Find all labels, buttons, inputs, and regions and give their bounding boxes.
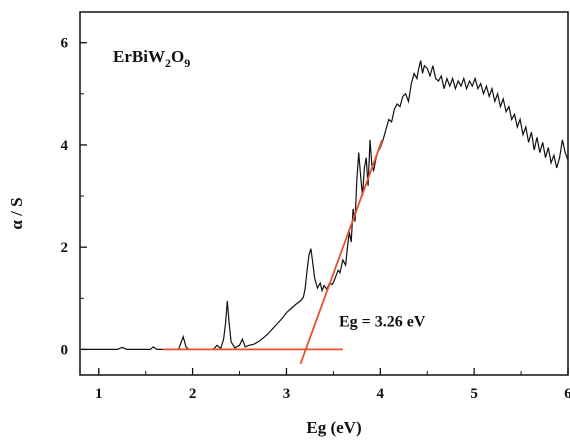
title-sub-2: 9 [184,56,190,70]
title-sub-1: 2 [165,56,171,70]
x-tick-label: 6 [564,386,570,402]
tangent-fit-line [299,139,384,365]
x-tick-label: 3 [283,386,291,402]
y-tick-label: 4 [61,138,69,154]
bandgap-annotation: Eg = 3.26 eV [339,313,426,330]
title-part-2: O [171,47,184,66]
x-tick-label: 5 [470,386,478,402]
title-part-1: ErBiW [113,47,165,66]
x-axis-label: Eg (eV) [306,418,361,437]
x-tick-label: 1 [95,386,103,402]
axis-ticks: 1 2 3 4 5 6 0 2 4 6 [61,36,570,402]
x-tick-label: 2 [189,386,197,402]
absorption-curve [80,60,568,350]
x-tick-label: 4 [377,386,385,402]
plot-area [80,60,568,365]
y-tick-label: 6 [61,36,69,52]
chart-title: ErBiW2O9 [113,47,190,70]
y-tick-label: 2 [61,240,69,256]
y-tick-label: 0 [61,342,69,358]
plot-frame [79,11,569,376]
y-axis-label: α / S [7,197,26,229]
